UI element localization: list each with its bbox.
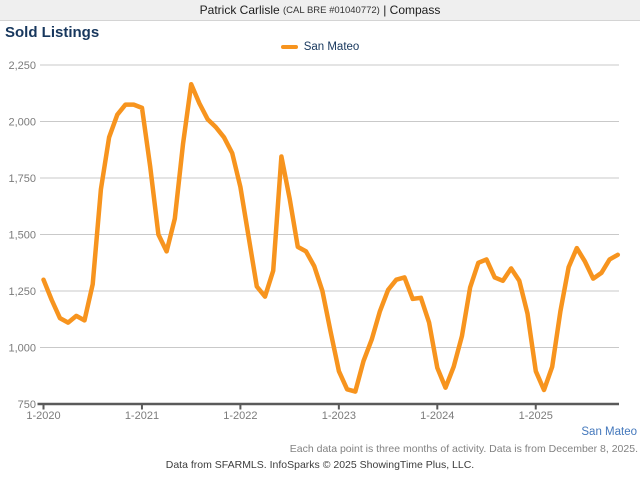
credit-line: Data from SFARMLS. InfoSparks © 2025 Sho… [165,459,475,471]
agent-name: Patrick Carlisle [199,3,280,17]
x-axis-tick-label: 1-2020 [26,410,60,422]
page-title: Sold Listings [5,24,100,41]
y-axis-tick-label: 1,750 [8,173,36,185]
x-axis-tick-label: 1-2024 [420,410,454,422]
legend-label: San Mateo [303,41,360,53]
brokerage-name: Compass [389,3,441,17]
x-axis-tick-label: 1-2021 [125,410,159,422]
y-axis-tick-label: 750 [18,399,36,411]
x-axis-tick-label: 1-2023 [322,410,356,422]
header-bar: Patrick Carlisle (CAL BRE #01040772) | C… [0,0,640,21]
y-axis-tick-label: 1,250 [8,286,36,298]
sold-listings-line-chart: 750 1,000 1,250 1,500 1,750 2,000 2,250 1-2020 1… [8,60,621,422]
y-axis-tick-label: 2,000 [8,117,36,129]
legend[interactable]: San Mateo [0,41,640,53]
series-label: San Mateo [581,426,637,438]
series-line-san-mateo [41,81,621,394]
legend-swatch-icon [280,44,298,50]
header-separator: | [383,3,387,17]
y-axis-tick-label: 1,500 [8,230,36,242]
y-axis-tick-label: 2,250 [8,60,36,72]
x-axis-tick-label: 1-2022 [223,410,257,422]
y-axis-tick-label: 1,000 [8,343,36,355]
data-note: Each data point is three months of activ… [289,443,638,455]
agent-license: (CAL BRE #01040772) [283,4,380,16]
x-axis-tick-label: 1-2025 [519,410,553,422]
